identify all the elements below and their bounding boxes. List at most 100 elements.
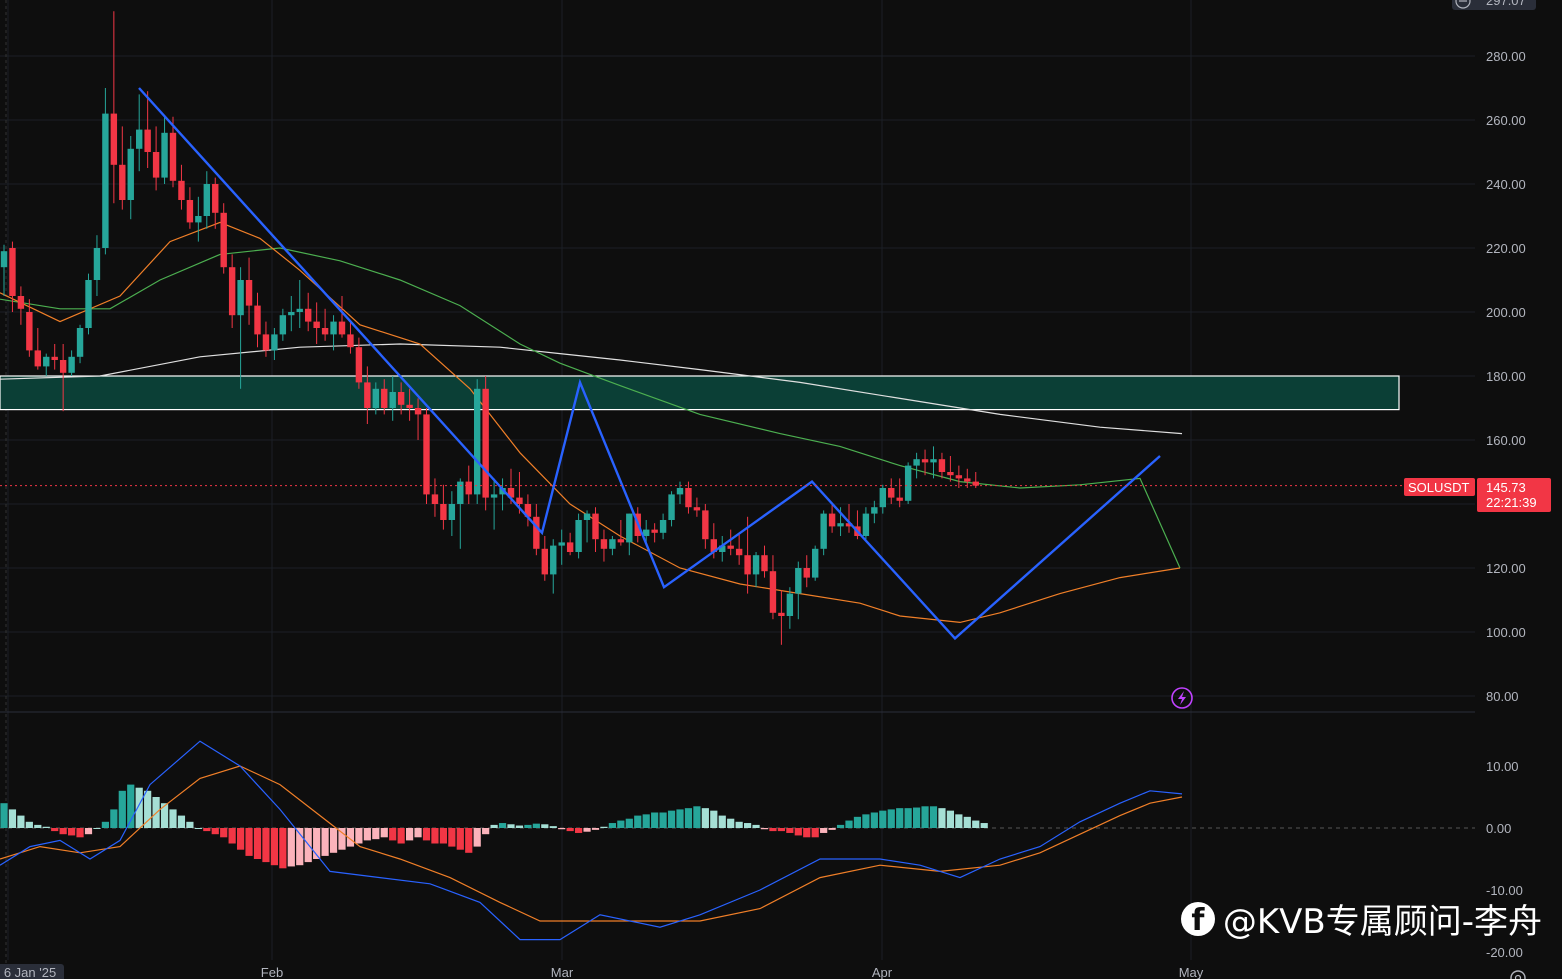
candle-body <box>626 513 633 543</box>
macd-histogram-bar <box>794 828 802 836</box>
macd-histogram-bar <box>363 828 371 841</box>
candle-body <box>169 132 177 181</box>
macd-histogram-bar <box>575 828 583 833</box>
candle-body <box>397 392 405 405</box>
plus-icon[interactable] <box>1455 0 1471 9</box>
macd-histogram-bar <box>110 809 118 828</box>
macd-histogram-bar <box>549 826 557 828</box>
macd-histogram-bar <box>946 810 954 828</box>
candle-body <box>583 513 591 520</box>
candle-body <box>904 465 912 501</box>
macd-histogram-bar <box>591 828 600 830</box>
macd-histogram-bar <box>879 810 887 828</box>
macd-histogram-bar <box>507 824 515 828</box>
candle-body <box>972 481 979 486</box>
macd-histogram-bar <box>634 815 642 828</box>
candle-body <box>947 472 954 476</box>
macd-histogram-bar <box>625 818 633 828</box>
candle-body <box>34 350 41 367</box>
macd-histogram-bar <box>955 814 963 828</box>
macd-histogram-bar <box>34 824 42 828</box>
candle-body <box>862 513 870 536</box>
macd-histogram-bar <box>355 828 363 844</box>
candle-body <box>727 545 734 549</box>
macd-histogram-bar <box>929 806 938 828</box>
candle-body <box>828 513 836 527</box>
macd-histogram-bar <box>972 820 980 828</box>
candle-body <box>440 504 447 520</box>
candle-body <box>144 129 151 152</box>
macd-histogram-bar <box>270 828 278 866</box>
price-axis[interactable]: 280.00 260.00 240.00 220.00 200.00 180.00 160.… <box>1486 49 1526 704</box>
macd-histogram-bar <box>313 828 321 859</box>
price-tick-label: 240.00 <box>1486 177 1526 192</box>
macd-histogram-bar <box>84 828 93 835</box>
candle-body <box>490 494 498 498</box>
macd-pane <box>0 740 1475 941</box>
moving-averages <box>0 221 1183 624</box>
macd-histogram-bar <box>558 828 566 830</box>
gear-icon[interactable] <box>1510 970 1526 979</box>
candle-body <box>110 113 118 165</box>
lightning-icon[interactable] <box>1171 687 1193 709</box>
macd-histogram-bar <box>253 828 262 859</box>
macd-histogram-bar <box>938 808 946 828</box>
candle-body <box>161 132 168 178</box>
macd-axis: 10.00 0.00 -10.00 -20.00 <box>1486 759 1523 960</box>
macd-histogram-bar <box>921 806 929 828</box>
candle-body <box>710 539 717 552</box>
candle-body <box>609 539 616 549</box>
macd-histogram-bar <box>203 828 211 832</box>
macd-histogram-bar <box>431 828 439 844</box>
candle-body <box>516 497 523 504</box>
macd-histogram-bar <box>845 820 853 828</box>
candle-body <box>482 388 489 498</box>
macd-histogram-bar <box>515 825 524 828</box>
candle-body <box>533 516 540 549</box>
macd-histogram-bar <box>617 820 625 828</box>
candle-body <box>271 334 278 351</box>
time-axis[interactable]: 6 Jan '25 Feb Mar Apr May <box>0 964 1204 979</box>
candle-body <box>676 488 684 495</box>
macd-histogram-bar <box>177 815 186 828</box>
candle-body <box>313 321 320 328</box>
macd-histogram-bar <box>659 812 667 828</box>
macd-histogram-bar <box>76 828 84 838</box>
facebook-icon: f <box>1180 901 1215 936</box>
candle-body <box>237 280 244 316</box>
macd-histogram-bar <box>980 823 988 828</box>
macd-histogram-bar <box>245 828 253 856</box>
macd-histogram-bar <box>752 824 760 828</box>
macd-histogram-bar <box>101 821 109 828</box>
candle-body <box>617 539 625 543</box>
candle-body <box>964 478 971 482</box>
macd-histogram-bar <box>769 828 777 832</box>
watermark: f @KVB专属顾问-李舟 <box>1180 894 1542 943</box>
candles <box>0 11 979 645</box>
macd-histogram-bar <box>744 823 752 828</box>
candle-body <box>279 315 287 335</box>
macd-histogram-bar <box>321 828 329 856</box>
macd-histogram-bar <box>42 826 50 828</box>
zigzag-trendline[interactable] <box>138 87 1161 641</box>
macd-histogram-bar <box>642 814 650 828</box>
candle-body <box>566 542 574 552</box>
time-tick-label: Apr <box>872 965 893 979</box>
macd-histogram-bar <box>414 828 422 838</box>
macd-histogram-bar <box>836 824 845 828</box>
candle-body <box>76 328 84 357</box>
macd-histogram-bar <box>211 828 219 835</box>
macd-histogram-bar <box>608 823 616 828</box>
candle-body <box>938 459 946 472</box>
candle-body <box>178 180 185 200</box>
macd-histogram-bar <box>693 806 701 828</box>
macd-histogram-bar <box>777 828 785 832</box>
candle-body <box>845 523 853 527</box>
macd-histogram-bar <box>135 787 143 828</box>
candle-body <box>930 459 937 463</box>
macd-histogram-bar <box>25 821 33 828</box>
candle-body <box>186 200 194 223</box>
candle-body <box>321 328 329 335</box>
support-resistance-zone[interactable] <box>0 375 1400 411</box>
